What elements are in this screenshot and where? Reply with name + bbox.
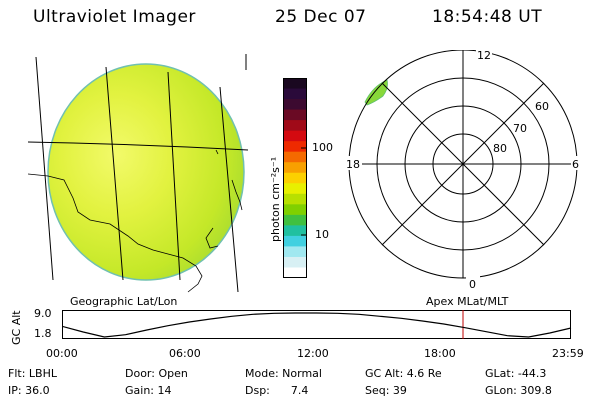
- colorbar-stripe: [283, 151, 307, 163]
- colorbar-stripe: [283, 109, 307, 121]
- date-label: 25 Dec 07: [275, 7, 367, 27]
- info-glat: GLat: -44.3: [485, 367, 547, 380]
- apex-title: Apex MLat/MLT: [426, 295, 509, 308]
- lat-label-70: 70: [513, 122, 527, 135]
- colorbar-stripe: [283, 120, 307, 132]
- grid-lines: [28, 54, 249, 293]
- uv-disk: [47, 63, 245, 281]
- altitude-tick-min: 1.8: [34, 327, 52, 340]
- info-glon: GLon: 309.8: [485, 384, 552, 397]
- info-dsp: Dsp: 7.4: [245, 384, 309, 397]
- geographic-image: [28, 54, 249, 293]
- info-gain: Gain: 14: [125, 384, 172, 397]
- x-tick-0600: 06:00: [169, 347, 201, 360]
- colorbar-stripe: [283, 256, 307, 268]
- polar-plot: 12 18 6 0 60 70 80: [346, 50, 582, 290]
- coastline-detail: [205, 149, 243, 249]
- colorbar-stripe: [283, 141, 307, 153]
- x-tick-0000: 00:00: [46, 347, 78, 360]
- polar-grid: [348, 50, 578, 279]
- mlt-label-18: 18: [346, 158, 360, 171]
- x-tick-1200: 12:00: [297, 347, 329, 360]
- info-mode: Mode: Normal: [245, 367, 322, 380]
- altitude-tick-max: 9.0: [34, 307, 52, 320]
- info-flt: Flt: LBHL: [8, 367, 57, 380]
- time-label: 18:54:48 UT: [432, 7, 543, 27]
- x-tick-1800: 18:00: [424, 347, 456, 360]
- altitude-frame: [62, 310, 571, 339]
- lat-label-80: 80: [493, 142, 507, 155]
- colorbar-stripe: [283, 88, 307, 100]
- colorbar-stripe: [283, 235, 307, 247]
- x-tick-2359: 23:59: [552, 347, 584, 360]
- altitude-chart: [62, 310, 572, 339]
- colorbar-stripe: [283, 172, 307, 184]
- colorbar-unit-label: photon cm⁻²s⁻¹: [269, 156, 282, 242]
- colorbar-tick-10: 10: [315, 228, 329, 241]
- mlt-label-6: 6: [572, 158, 579, 171]
- lat-label-60: 60: [535, 100, 549, 113]
- info-door: Door: Open: [125, 367, 188, 380]
- colorbar-stripe: [283, 246, 307, 258]
- colorbar-stripe: [283, 214, 307, 226]
- altitude-series-line: [62, 312, 572, 338]
- colorbar-stripe: [283, 204, 307, 216]
- info-ip: IP: 36.0: [8, 384, 50, 397]
- colorbar-stripe: [283, 267, 307, 278]
- colorbar: [283, 78, 307, 278]
- colorbar-stripe: [283, 183, 307, 195]
- colorbar-stripe: [283, 193, 307, 205]
- info-gc-alt: GC Alt: 4.6 Re: [365, 367, 442, 380]
- colorbar-stripe: [283, 225, 307, 237]
- mlt-label-0: 0: [469, 278, 476, 290]
- colorbar-tick-100: 100: [312, 141, 333, 154]
- coastline: [28, 173, 203, 293]
- colorbar-stripe: [283, 99, 307, 111]
- colorbar-stripe: [283, 78, 307, 90]
- mlt-label-12: 12: [477, 50, 491, 62]
- auroral-patch: [364, 79, 388, 106]
- info-seq: Seq: 39: [365, 384, 407, 397]
- colorbar-stripe: [283, 130, 307, 142]
- geographic-title: Geographic Lat/Lon: [70, 295, 178, 308]
- altitude-axis-label: GC Alt: [10, 310, 23, 345]
- colorbar-stripe: [283, 162, 307, 174]
- instrument-title: Ultraviolet Imager: [33, 7, 196, 27]
